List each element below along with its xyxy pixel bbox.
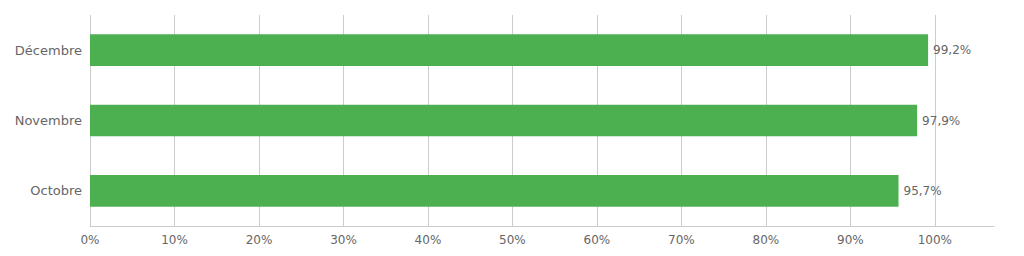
svg-text:Décembre: Décembre: [15, 43, 82, 58]
svg-text:20%: 20%: [246, 233, 273, 247]
svg-text:30%: 30%: [330, 233, 357, 247]
svg-text:99,2%: 99,2%: [933, 43, 971, 57]
svg-text:60%: 60%: [584, 233, 611, 247]
svg-text:70%: 70%: [668, 233, 695, 247]
svg-text:80%: 80%: [753, 233, 780, 247]
svg-text:10%: 10%: [161, 233, 188, 247]
svg-text:97,9%: 97,9%: [922, 114, 960, 128]
svg-text:95,7%: 95,7%: [904, 184, 942, 198]
svg-text:Novembre: Novembre: [15, 113, 82, 128]
svg-text:100%: 100%: [918, 233, 952, 247]
svg-text:40%: 40%: [415, 233, 442, 247]
svg-text:0%: 0%: [80, 233, 99, 247]
svg-text:Octobre: Octobre: [30, 183, 82, 198]
svg-text:90%: 90%: [837, 233, 864, 247]
svg-text:50%: 50%: [499, 233, 526, 247]
